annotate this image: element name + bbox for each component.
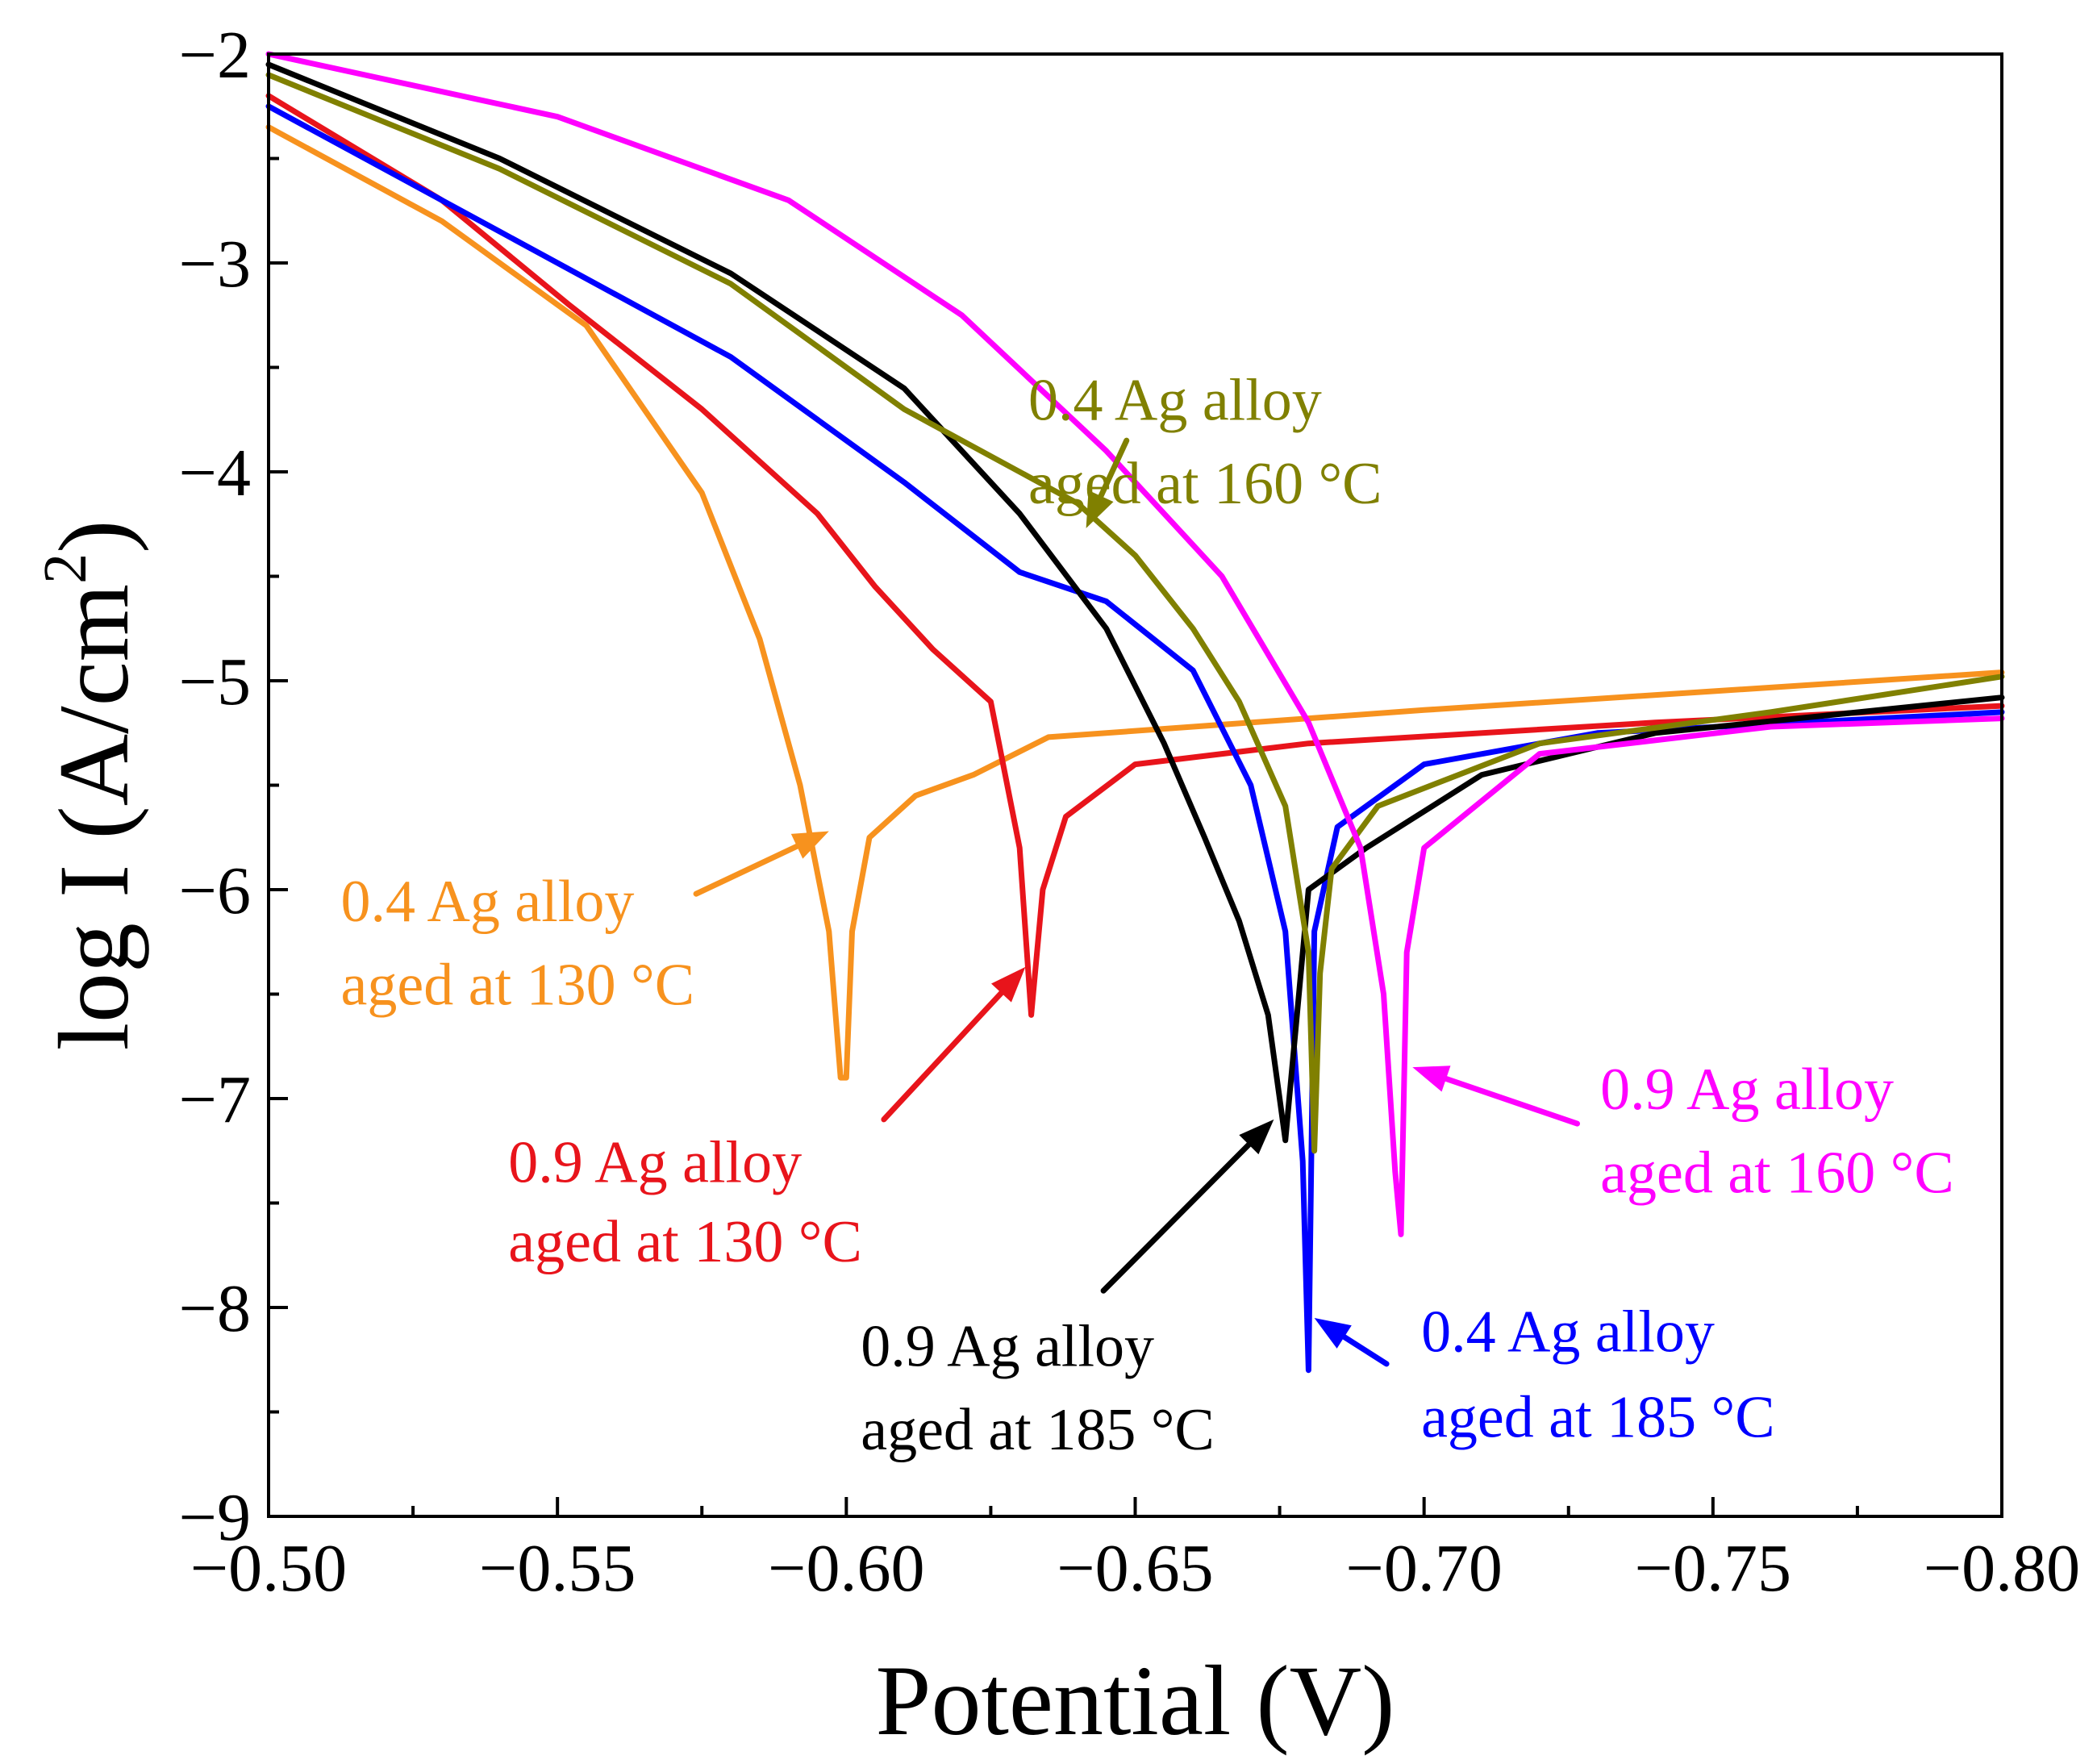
annotation-label-line1: 0.9 Ag alloy [861, 1314, 1154, 1380]
annotation-1: 0.4 Ag alloy aged at 160 °C [1028, 367, 1382, 528]
annotation-arrow-shaft [1443, 1075, 1580, 1127]
x-tick-label: −0.80 [1924, 1531, 2080, 1606]
x-axis-title: Potential (V) [876, 1645, 1395, 1756]
series-line-6 [265, 51, 2005, 1237]
annotation-label-line2: aged at 130 °C [341, 952, 695, 1018]
x-tick-label: −0.70 [1345, 1531, 1502, 1606]
annotation-label-line1: 0.4 Ag alloy [341, 869, 635, 935]
y-axis-title: log I (A/cm2) [31, 520, 149, 1051]
curves-layer [265, 51, 2005, 1374]
annotation-2: 0.4 Ag alloy aged at 130 °C [341, 831, 829, 1018]
x-tick-label: −0.55 [479, 1531, 636, 1606]
series-line-2 [265, 93, 2005, 1018]
x-tick-label: −0.50 [190, 1531, 347, 1606]
annotation-arrow-head [1086, 490, 1114, 528]
y-axis-title-main: log I (A/cm [39, 584, 149, 1051]
annotation-label-line2: aged at 185 °C [861, 1397, 1215, 1463]
annotation-label-line1: 0.9 Ag alloy [508, 1130, 802, 1196]
annotation-arrow-head [790, 831, 829, 859]
annotation-arrow-head [1412, 1065, 1451, 1092]
x-tick-label: −0.65 [1057, 1531, 1213, 1606]
annotation-label-line2: aged at 160 °C [1600, 1141, 1954, 1207]
y-axis-title-close: ) [39, 520, 149, 553]
annotation-3: 0.9 Ag alloy aged at 130 °C [508, 966, 1026, 1275]
annotation-label-line2: aged at 160 °C [1028, 451, 1382, 517]
x-tick-label: −0.60 [768, 1531, 924, 1606]
y-tick-label: −7 [179, 1062, 251, 1137]
y-tick-label: −9 [179, 1480, 251, 1555]
series-line-5 [265, 72, 2005, 1154]
series-line-3 [265, 103, 2005, 1374]
annotation-4: 0.9 Ag alloy aged at 185 °C [861, 1119, 1274, 1463]
y-tick-label: −6 [179, 853, 251, 928]
series-line-4 [265, 61, 2005, 1144]
y-tick-label: −2 [179, 18, 251, 93]
annotation-arrow-shaft [1341, 1334, 1390, 1367]
y-axis-title-superscript: 2 [31, 553, 99, 584]
ticks-layer [267, 52, 2003, 1518]
annotation-arrow-head [1239, 1119, 1274, 1155]
annotation-arrow-shaft [693, 843, 800, 897]
annotation-arrow-head [1314, 1318, 1352, 1349]
annotation-label-line1: 0.4 Ag alloy [1421, 1299, 1715, 1365]
annotation-5: 0.4 Ag alloy aged at 185 °C [1314, 1299, 1775, 1451]
y-tick-label: −3 [179, 227, 251, 302]
annotation-6: 0.9 Ag alloy aged at 160 °C [1412, 1057, 1954, 1207]
y-tick-label: −4 [179, 436, 251, 511]
annotation-layer: 0.4 Ag alloy aged at 160 °C 0.4 Ag alloy ag… [341, 367, 1954, 1463]
y-tick-label: −8 [179, 1271, 251, 1346]
series-line-1 [265, 124, 2005, 1081]
annotation-label-line1: 0.4 Ag alloy [1028, 367, 1322, 433]
y-tick-label: −5 [179, 644, 251, 719]
annotation-label-line2: aged at 185 °C [1421, 1385, 1775, 1451]
x-tick-label: −0.75 [1635, 1531, 1791, 1606]
tick-labels-layer: −0.50 −0.55 −0.60 −0.65 −0.70 −0.75 −0.80 −2 −3 −… [179, 18, 2081, 1606]
annotation-arrow-shaft [1098, 437, 1130, 499]
annotation-arrow-head [991, 966, 1026, 1003]
annotation-arrow-shaft [1100, 1141, 1252, 1294]
annotation-label-line1: 0.9 Ag alloy [1600, 1057, 1894, 1123]
annotation-arrow-shaft [881, 990, 1004, 1123]
annotation-label-line2: aged at 130 °C [508, 1209, 862, 1275]
